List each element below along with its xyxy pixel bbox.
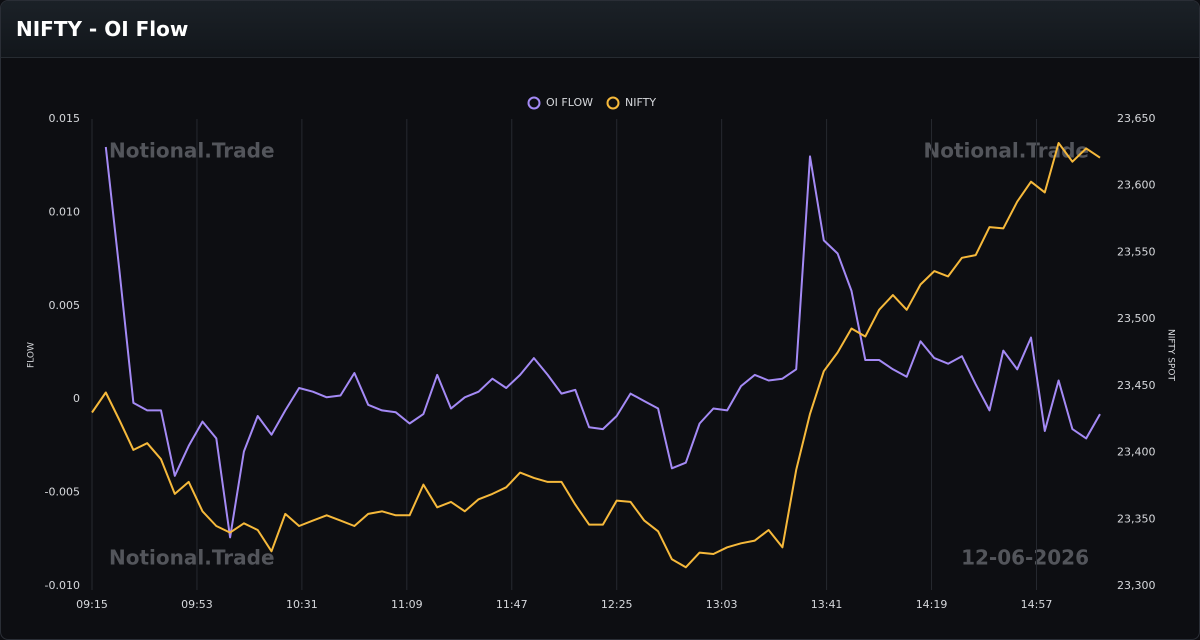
x-tick-label: 10:31 bbox=[286, 598, 318, 611]
y2-axis-title: NIFTY SPOT bbox=[1166, 329, 1176, 381]
chart-title: NIFTY - OI Flow bbox=[16, 17, 189, 41]
legend-marker[interactable] bbox=[606, 96, 620, 110]
y-tick-label: 0 bbox=[73, 392, 80, 405]
y2-tick-label: 23,350 bbox=[1117, 512, 1156, 525]
y2-tick-label: 23,400 bbox=[1117, 446, 1156, 459]
chart: Notional.Trade Notional.Trade Notional.T… bbox=[27, 96, 1176, 611]
x-tick-label: 12:25 bbox=[601, 598, 633, 611]
y-tick-label: 0.015 bbox=[49, 112, 81, 125]
x-tick-label: 14:19 bbox=[916, 598, 948, 611]
y-tick-label: -0.005 bbox=[45, 486, 80, 499]
x-tick-label: 14:57 bbox=[1021, 598, 1053, 611]
legend-label[interactable]: OI FLOW bbox=[546, 96, 593, 109]
x-tick-label: 13:03 bbox=[706, 598, 738, 611]
legend-marker[interactable] bbox=[527, 96, 541, 110]
date-label: 12-06-2026 bbox=[961, 546, 1089, 570]
legend-label[interactable]: NIFTY bbox=[625, 96, 656, 109]
y2-tick-label: 23,500 bbox=[1117, 312, 1156, 325]
watermark: Notional.Trade bbox=[109, 546, 275, 570]
y2-tick-label: 23,450 bbox=[1117, 379, 1156, 392]
y2-tick-label: 23,650 bbox=[1117, 112, 1156, 125]
x-tick-label: 09:53 bbox=[181, 598, 213, 611]
y-tick-label: 0.010 bbox=[49, 205, 81, 218]
series-line bbox=[91, 142, 1101, 569]
y2-tick-label: 23,550 bbox=[1117, 245, 1156, 258]
watermark: Notional.Trade bbox=[923, 139, 1089, 163]
x-tick-label: 11:47 bbox=[496, 598, 528, 611]
y-tick-label: 0.005 bbox=[49, 299, 81, 312]
x-tick-label: 13:41 bbox=[811, 598, 843, 611]
watermark: Notional.Trade bbox=[109, 139, 275, 163]
x-tick-label: 09:15 bbox=[76, 598, 108, 611]
y-tick-label: -0.010 bbox=[45, 579, 80, 592]
x-tick-label: 11:09 bbox=[391, 598, 423, 611]
y2-tick-label: 23,300 bbox=[1117, 579, 1156, 592]
y2-tick-label: 23,600 bbox=[1117, 179, 1156, 192]
y-axis-title: FLOW bbox=[27, 342, 37, 368]
series-line bbox=[104, 146, 1101, 539]
header: NIFTY - OI Flow bbox=[1, 1, 1199, 58]
